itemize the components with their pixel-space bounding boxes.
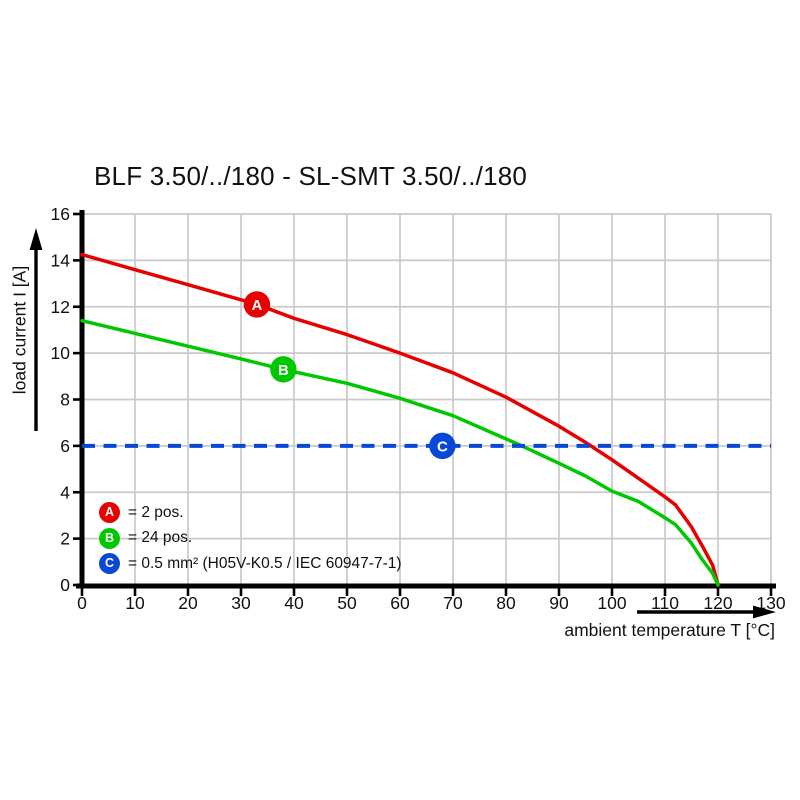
legend-item-c: C = 0.5 mm² (H05V-K0.5 / IEC 60947-7-1): [99, 553, 402, 574]
x-tick-label: 40: [284, 593, 304, 613]
legend-symbol-b-icon: B: [99, 527, 120, 549]
marker-A-icon: [243, 291, 271, 318]
legend-label-c: = 0.5 mm² (H05V-K0.5 / IEC 60947-7-1): [128, 554, 402, 572]
legend-label-b: = 24 pos.: [128, 529, 193, 546]
marker-B-icon: [270, 356, 297, 383]
marker-C-letter: C: [437, 438, 448, 455]
x-tick-label: 100: [597, 593, 626, 613]
x-tick-label: 70: [443, 593, 463, 613]
x-tick-label: 110: [651, 593, 679, 613]
legend-symbol-c-icon: C: [99, 553, 120, 574]
curve-A: [80, 252, 720, 587]
y-tick-label: 14: [51, 250, 71, 270]
legend-symbol-a-icon: A: [99, 502, 120, 523]
x-tick-label: 90: [549, 593, 569, 613]
x-tick-label: 80: [496, 593, 516, 613]
x-axis-arrow-icon: [753, 605, 776, 619]
y-tick-label: 12: [51, 297, 70, 317]
y-tick-label: 16: [51, 204, 70, 224]
x-tick-label: 50: [337, 593, 357, 613]
legend: A = 2 pos. B = 24 pos. C = 0.5 mm² (H05V…: [99, 502, 402, 579]
y-tick-label: 2: [60, 529, 70, 549]
legend-label-a: = 2 pos.: [128, 503, 184, 521]
marker-C-icon: [429, 432, 456, 460]
marker-A-letter: A: [251, 297, 262, 314]
y-tick-label: 6: [60, 436, 70, 456]
x-tick-label: 30: [231, 593, 251, 613]
x-tick-label: 20: [178, 593, 198, 613]
x-tick-label: 10: [125, 593, 145, 613]
x-tick-label: 120: [703, 593, 732, 613]
curve-B: [80, 318, 720, 587]
marker-B-letter: B: [278, 362, 289, 379]
y-tick-label: 8: [60, 390, 70, 410]
y-tick-label: 0: [60, 575, 70, 595]
x-tick-label: 0: [77, 593, 87, 613]
x-tick-label: 130: [756, 593, 785, 613]
legend-item-a: A = 2 pos.: [99, 502, 402, 523]
chart-title: BLF 3.50/../180 - SL-SMT 3.50/../180: [94, 161, 528, 191]
y-tick-label: 4: [60, 482, 70, 502]
x-axis-label: ambient temperature T [°C]: [564, 620, 775, 640]
legend-item-b: B = 24 pos.: [99, 527, 402, 549]
y-axis-arrow-icon: [29, 228, 43, 250]
y-tick-label: 10: [51, 343, 71, 363]
x-tick-label: 60: [390, 593, 410, 613]
